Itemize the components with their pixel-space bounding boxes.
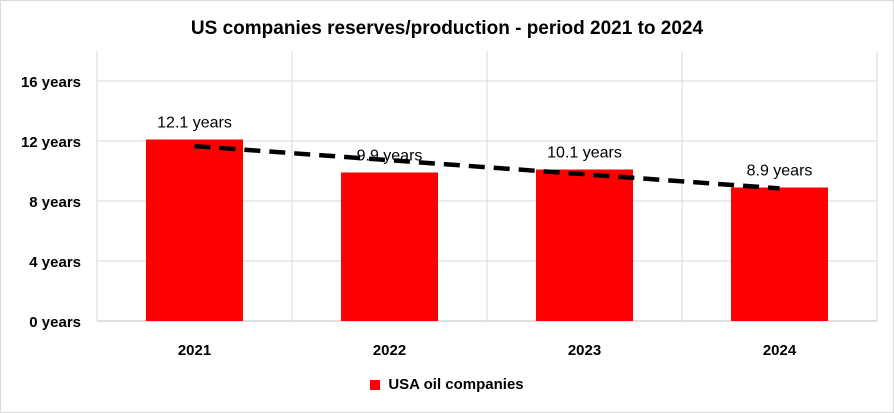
y-tick-label: 0 years	[29, 314, 81, 331]
legend-swatch	[370, 379, 381, 390]
x-tick-label: 2022	[373, 342, 406, 359]
x-tick-label: 2024	[763, 342, 797, 359]
data-label: 9.9 years	[357, 148, 423, 165]
y-tick-label: 8 years	[29, 194, 81, 211]
bar-2024	[731, 187, 828, 321]
chart-title: US companies reserves/production - perio…	[190, 18, 704, 39]
bar-2022	[341, 172, 438, 321]
trendline	[194, 143, 780, 191]
bar-2023	[536, 169, 633, 321]
data-label: 10.1 years	[547, 145, 622, 162]
bar-2021	[146, 139, 243, 321]
legend: USA oil companies	[1, 376, 893, 393]
y-tick-label: 12 years	[21, 134, 81, 151]
data-label: 12.1 years	[157, 115, 232, 132]
x-tick-label: 2023	[568, 342, 601, 359]
y-tick-label: 4 years	[29, 254, 81, 271]
x-tick-label: 2021	[178, 342, 211, 359]
legend-label: USA oil companies	[388, 376, 524, 393]
data-label: 8.9 years	[747, 163, 813, 180]
y-tick-label: 16 years	[21, 74, 81, 91]
